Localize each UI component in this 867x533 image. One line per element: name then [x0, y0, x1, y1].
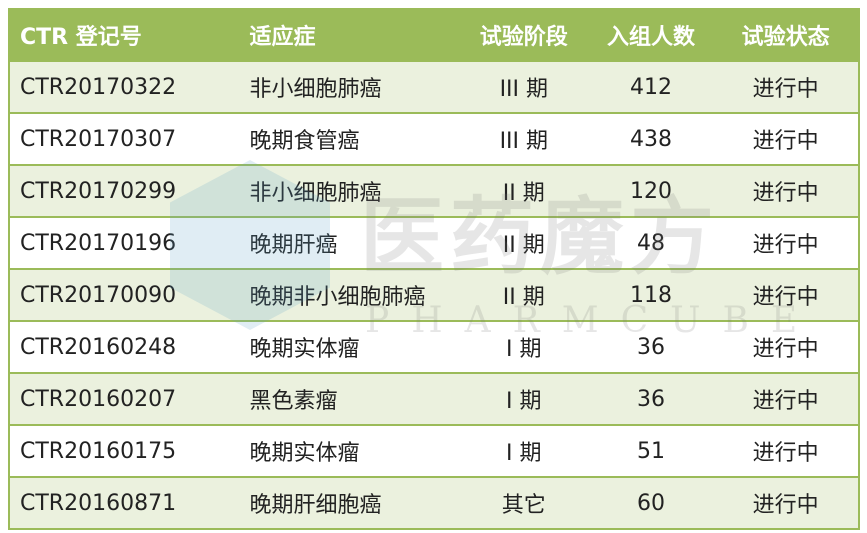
cell-enrollment: 412	[629, 74, 672, 100]
cell-enrollment: 48	[636, 230, 665, 256]
table-row: CTR20160871 晚期肝细胞癌 其它 60 进行中	[10, 476, 858, 528]
cell-phase: I 期	[506, 337, 542, 362]
cell-indication: 非小细胞肺癌	[249, 181, 382, 206]
cell-phase: I 期	[506, 441, 542, 466]
table-row: CTR20170307 晚期食管癌 III 期 438 进行中	[10, 112, 858, 164]
table-row: CTR20160248 晚期实体瘤 I 期 36 进行中	[10, 320, 858, 372]
cell-enrollment: 36	[636, 334, 665, 360]
cell-enrollment: 120	[629, 178, 672, 204]
cell-indication: 晚期非小细胞肺癌	[249, 285, 426, 310]
cell-status: 进行中	[752, 337, 819, 362]
table-row: CTR20170322 非小细胞肺癌 III 期 412 进行中	[10, 60, 858, 112]
cell-ctr-id: CTR20170307	[20, 126, 177, 152]
cell-enrollment: 51	[636, 438, 665, 464]
cell-phase: II 期	[502, 181, 545, 206]
cell-indication: 非小细胞肺癌	[249, 77, 382, 102]
cell-indication: 晚期肝细胞癌	[249, 493, 382, 518]
cell-status: 进行中	[752, 389, 819, 414]
cell-status: 进行中	[752, 233, 819, 258]
header-indication: 适应症	[249, 25, 316, 50]
table-row: CTR20160207 黑色素瘤 I 期 36 进行中	[10, 372, 858, 424]
cell-status: 进行中	[752, 441, 819, 466]
cell-phase: I 期	[506, 389, 542, 414]
table-header: CTR 登记号 适应症 试验阶段 入组人数 试验状态	[10, 10, 858, 60]
cell-status: 进行中	[752, 77, 819, 102]
cell-status: 进行中	[752, 129, 819, 154]
cell-ctr-id: CTR20170322	[20, 74, 177, 100]
trials-table: CTR 登记号 适应症 试验阶段 入组人数 试验状态 CTR20170322 非小…	[8, 8, 860, 530]
cell-ctr-id: CTR20170299	[20, 178, 177, 204]
cell-indication: 黑色素瘤	[249, 389, 338, 414]
cell-enrollment: 36	[636, 386, 665, 412]
cell-status: 进行中	[752, 285, 819, 310]
cell-status: 进行中	[752, 181, 819, 206]
cell-indication: 晚期食管癌	[249, 129, 360, 154]
table-row: CTR20170090 晚期非小细胞肺癌 II 期 118 进行中	[10, 268, 858, 320]
header-enrollment: 入组人数	[606, 25, 695, 50]
cell-ctr-id: CTR20170196	[20, 230, 177, 256]
cell-status: 进行中	[752, 493, 819, 518]
cell-phase: III 期	[499, 77, 549, 102]
header-phase: 试验阶段	[479, 25, 568, 50]
cell-ctr-id: CTR20160871	[20, 490, 177, 516]
cell-ctr-id: CTR20170090	[20, 282, 177, 308]
cell-indication: 晚期肝癌	[249, 233, 338, 258]
cell-enrollment: 118	[629, 282, 672, 308]
table-row: CTR20170196 晚期肝癌 II 期 48 进行中	[10, 216, 858, 268]
cell-enrollment: 438	[629, 126, 672, 152]
cell-indication: 晚期实体瘤	[249, 337, 360, 362]
cell-ctr-id: CTR20160207	[20, 386, 177, 412]
cell-enrollment: 60	[636, 490, 665, 516]
table-row: CTR20160175 晚期实体瘤 I 期 51 进行中	[10, 424, 858, 476]
cell-ctr-id: CTR20160175	[20, 438, 177, 464]
cell-phase: III 期	[499, 129, 549, 154]
header-status: 试验状态	[741, 25, 830, 50]
cell-ctr-id: CTR20160248	[20, 334, 177, 360]
cell-indication: 晚期实体瘤	[249, 441, 360, 466]
cell-phase: II 期	[502, 285, 545, 310]
table-row: CTR20170299 非小细胞肺癌 II 期 120 进行中	[10, 164, 858, 216]
cell-phase: II 期	[502, 233, 545, 258]
cell-phase: 其它	[501, 493, 546, 518]
header-ctr-id: CTR 登记号	[20, 25, 142, 50]
